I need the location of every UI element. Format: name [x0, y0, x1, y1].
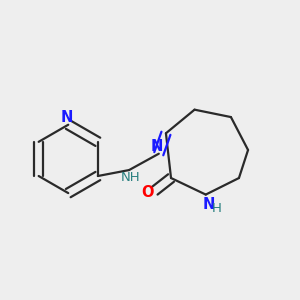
Text: N: N: [61, 110, 73, 124]
Text: N: N: [150, 139, 163, 154]
Text: H: H: [212, 202, 222, 215]
Text: NH: NH: [121, 171, 140, 184]
Text: O: O: [141, 184, 153, 200]
Text: N: N: [202, 196, 215, 211]
